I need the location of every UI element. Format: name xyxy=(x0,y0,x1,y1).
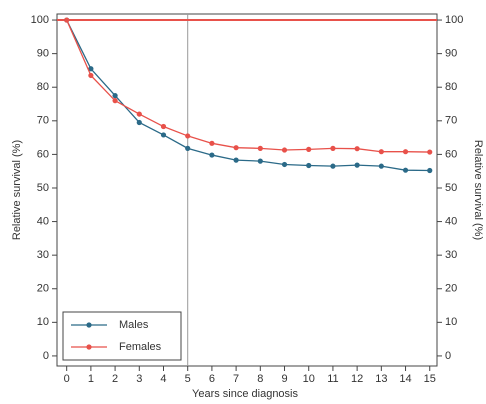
data-point xyxy=(257,158,263,164)
y-tick-label: 40 xyxy=(37,215,49,227)
y-tick-label: 50 xyxy=(37,182,49,194)
y2-tick-label: 0 xyxy=(445,350,451,362)
x-tick-label: 15 xyxy=(424,373,436,385)
data-point xyxy=(160,132,167,138)
x-tick-label: 14 xyxy=(399,373,411,385)
data-point xyxy=(354,146,360,152)
data-point xyxy=(185,133,191,139)
data-point xyxy=(112,93,118,99)
x-tick-label: 1 xyxy=(88,373,94,385)
data-point xyxy=(402,149,409,155)
data-point xyxy=(88,66,94,72)
y2-tick-label: 90 xyxy=(445,48,457,60)
legend-label: Males xyxy=(119,319,149,331)
data-point xyxy=(330,145,336,151)
data-point xyxy=(427,167,433,174)
y-axis-label: Relative survival (%) xyxy=(11,140,23,240)
plot-frame xyxy=(56,13,438,367)
x-tick-label: 6 xyxy=(209,373,215,385)
x-tick-label: 2 xyxy=(112,373,118,385)
legend-box xyxy=(62,311,182,361)
x-tick-label: 0 xyxy=(64,373,70,385)
y2-axis-label: Relative survival (%) xyxy=(472,140,484,240)
x-tick-label: 8 xyxy=(257,373,263,385)
data-point xyxy=(306,162,312,169)
y-tick-label: 90 xyxy=(37,48,49,60)
x-axis-label: Years since diagnosis xyxy=(192,388,298,400)
x-tick-label: 4 xyxy=(160,373,166,385)
y2-tick-label: 20 xyxy=(445,283,457,295)
data-point xyxy=(64,17,70,23)
data-point xyxy=(209,152,215,158)
data-point xyxy=(378,149,384,155)
data-point xyxy=(112,98,118,104)
y-tick-label: 0 xyxy=(43,350,49,362)
data-point xyxy=(209,140,215,146)
data-point xyxy=(281,147,288,153)
y2-tick-label: 10 xyxy=(445,316,457,328)
y-tick-label: 70 xyxy=(37,115,49,127)
data-point xyxy=(402,167,409,173)
data-point xyxy=(281,161,288,168)
series-line xyxy=(66,19,430,153)
x-tick-label: 9 xyxy=(281,373,287,385)
x-tick-label: 13 xyxy=(375,373,387,385)
data-point xyxy=(306,146,312,152)
data-point xyxy=(427,149,433,155)
y-tick-label: 60 xyxy=(37,148,49,160)
data-point xyxy=(257,145,263,151)
x-tick-label: 10 xyxy=(303,373,315,385)
data-point xyxy=(136,119,142,126)
data-point xyxy=(233,145,239,151)
x-tick-label: 7 xyxy=(233,373,239,385)
x-tick-label: 12 xyxy=(351,373,363,385)
legend-marker xyxy=(86,322,92,328)
x-tick-label: 3 xyxy=(136,373,142,385)
y2-tick-label: 60 xyxy=(445,148,457,160)
y-tick-label: 100 xyxy=(31,14,49,26)
series-line xyxy=(66,19,430,172)
data-point xyxy=(330,163,336,169)
y2-tick-label: 50 xyxy=(445,182,457,194)
y-tick-label: 20 xyxy=(37,283,49,295)
data-point xyxy=(233,157,239,163)
x-tick-label: 5 xyxy=(185,373,191,385)
y-tick-label: 30 xyxy=(37,249,49,261)
legend-marker xyxy=(86,344,92,350)
y2-tick-label: 100 xyxy=(445,14,463,26)
data-point xyxy=(354,162,360,168)
data-point xyxy=(88,72,94,79)
data-point xyxy=(378,163,384,169)
y2-tick-label: 30 xyxy=(445,249,457,261)
y2-tick-label: 70 xyxy=(445,115,457,127)
legend-label: Females xyxy=(119,341,162,353)
y-tick-label: 80 xyxy=(37,81,49,93)
x-tick-label: 11 xyxy=(327,373,338,385)
y2-tick-label: 40 xyxy=(445,215,457,227)
y2-tick-label: 80 xyxy=(445,81,457,93)
y-tick-label: 10 xyxy=(37,316,49,328)
data-point xyxy=(136,111,142,117)
data-point xyxy=(185,145,191,151)
data-point xyxy=(160,123,167,130)
